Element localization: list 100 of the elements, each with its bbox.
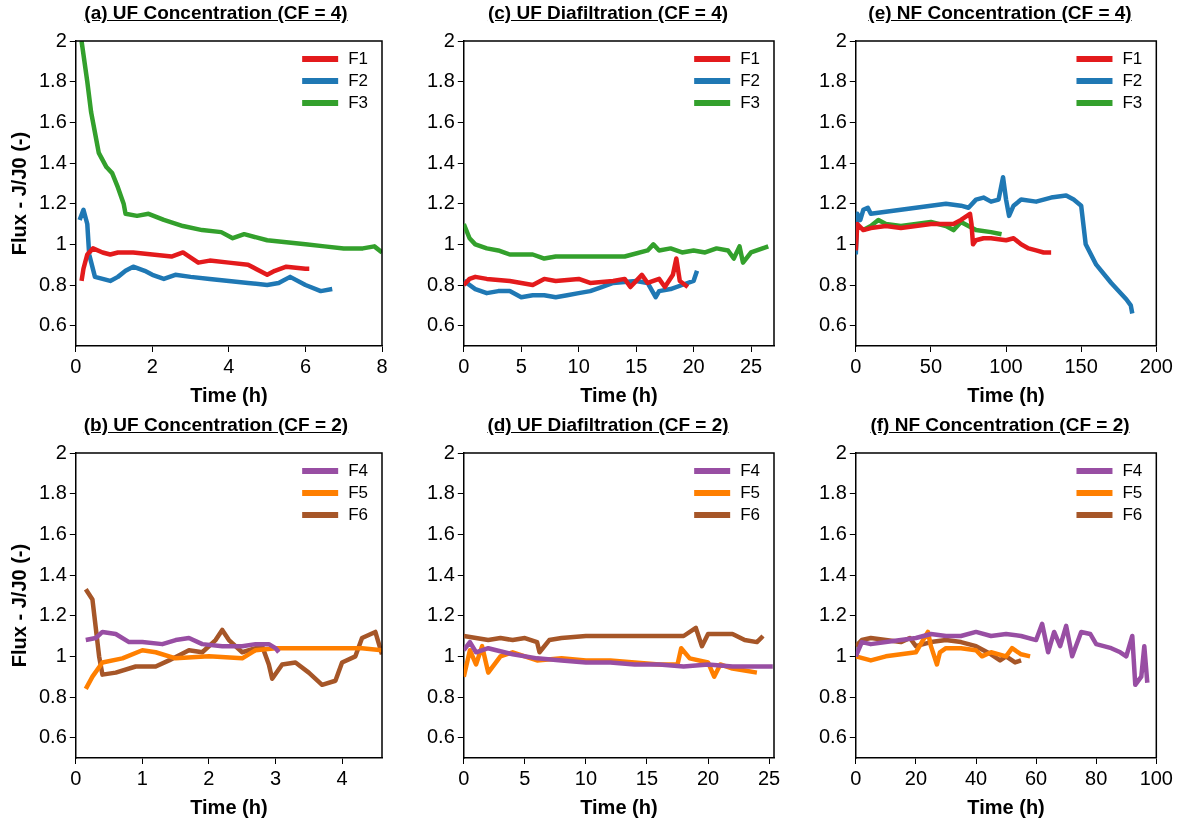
x-tick-label: 10	[567, 354, 590, 377]
x-tick-label: 0	[850, 766, 862, 789]
y-tick-label: 1.6	[38, 109, 67, 132]
y-tick-label: 1.6	[38, 521, 67, 544]
chart-title: (c) UF Diafiltration (CF = 4)	[486, 1, 730, 25]
x-tick-label: 1	[136, 766, 148, 789]
y-tick-label: 1	[835, 231, 847, 254]
y-tick-label: 2	[835, 440, 847, 463]
legend-label: F4	[740, 460, 760, 480]
x-tick-label: 4	[336, 766, 348, 789]
y-tick-label: 1.8	[426, 69, 455, 92]
legend-label: F1	[348, 48, 368, 68]
legend-label: F3	[740, 92, 760, 112]
legend-label: F6	[740, 504, 760, 524]
x-tick-label: 15	[635, 766, 659, 789]
x-tick-label: 3	[269, 766, 282, 789]
y-tick-label: 0.8	[38, 684, 67, 707]
y-axis-title: Flux - J/J0 (-)	[7, 131, 30, 256]
legend-label: F4	[348, 460, 368, 480]
y-tick-label: 1	[55, 231, 67, 254]
y-tick-label: 1	[55, 643, 67, 666]
x-tick-label: 0	[70, 354, 82, 377]
y-tick-label: 0.8	[426, 272, 455, 295]
x-axis-title: Time (h)	[967, 795, 1045, 818]
legend-label: F6	[348, 504, 368, 524]
x-tick-label: 8	[376, 354, 388, 377]
y-tick-label: 1	[443, 643, 455, 666]
y-tick-label: 1.2	[426, 603, 455, 626]
y-tick-label: 1.2	[426, 191, 455, 214]
y-tick-label: 1	[835, 643, 847, 666]
x-tick-label: 0	[458, 354, 470, 377]
y-tick-label: 1.4	[38, 150, 67, 173]
x-tick-label: 20	[682, 354, 705, 377]
y-axis-title: Flux - J/J0 (-)	[7, 543, 30, 668]
y-tick-label: 1.8	[818, 69, 847, 92]
x-tick-label: 25	[739, 354, 763, 377]
x-tick-label: 20	[904, 766, 928, 789]
y-tick-label: 0.6	[38, 313, 67, 336]
y-tick-label: 1.6	[818, 109, 847, 132]
y-tick-label: 1.2	[38, 603, 67, 626]
y-tick-label: 0.8	[426, 684, 455, 707]
legend-label: F6	[1122, 504, 1143, 524]
chart-title: (d) UF Diafiltration (CF = 2)	[486, 413, 730, 437]
y-tick-label: 2	[835, 28, 847, 51]
y-tick-label: 0.6	[426, 725, 455, 748]
legend-label: F2	[348, 70, 368, 90]
legend-label: F3	[348, 92, 368, 112]
y-tick-label: 1.4	[426, 562, 455, 585]
y-tick-label: 1.2	[818, 191, 847, 214]
y-tick-label: 0.6	[38, 725, 67, 748]
x-axis-title: Time (h)	[580, 383, 658, 406]
x-tick-label: 150	[1064, 354, 1098, 377]
x-tick-label: 0	[850, 354, 862, 377]
x-tick-label: 5	[515, 354, 527, 377]
y-tick-label: 1.8	[426, 481, 455, 504]
x-tick-label: 10	[574, 766, 598, 789]
x-tick-label: 5	[519, 766, 531, 789]
x-tick-label: 60	[1024, 766, 1048, 789]
x-tick-label: 2	[203, 766, 215, 789]
y-tick-label: 2	[55, 440, 67, 463]
legend-label: F5	[740, 482, 760, 502]
y-tick-label: 1.6	[426, 109, 455, 132]
legend-label: F1	[740, 48, 760, 68]
y-tick-label: 1.4	[818, 562, 847, 585]
x-tick-label: 4	[223, 354, 235, 377]
x-tick-label: 50	[919, 354, 943, 377]
y-tick-label: 0.8	[38, 272, 67, 295]
x-tick-label: 0	[70, 766, 82, 789]
y-tick-label: 0.6	[426, 313, 455, 336]
x-tick-label: 6	[299, 354, 312, 377]
x-axis-title: Time (h)	[190, 383, 268, 406]
legend-label: F2	[1122, 70, 1143, 90]
y-tick-label: 1.2	[38, 191, 67, 214]
chart-title: (e) NF Concentration (CF = 4)	[867, 1, 1133, 25]
y-tick-label: 1.8	[38, 69, 67, 92]
y-tick-label: 1	[443, 231, 455, 254]
x-axis-title: Time (h)	[190, 795, 268, 818]
y-tick-label: 1.6	[426, 521, 455, 544]
y-tick-label: 2	[443, 440, 455, 463]
x-axis-title: Time (h)	[967, 383, 1045, 406]
x-tick-label: 2	[146, 354, 158, 377]
x-tick-label: 0	[458, 766, 470, 789]
x-tick-label: 100	[989, 354, 1023, 377]
y-tick-label: 0.8	[818, 272, 847, 295]
x-tick-label: 80	[1085, 766, 1108, 789]
chart-title: (a) UF Concentration (CF = 4)	[83, 1, 349, 25]
x-tick-label: 20	[696, 766, 720, 789]
x-tick-label: 25	[757, 766, 781, 789]
chart-title: (f) NF Concentration (CF = 2)	[869, 413, 1131, 437]
legend-label: F3	[1122, 92, 1143, 112]
y-tick-label: 1.2	[818, 603, 847, 626]
legend-label: F5	[1122, 482, 1143, 502]
y-tick-label: 1.6	[818, 521, 847, 544]
y-tick-label: 1.4	[38, 562, 67, 585]
y-tick-label: 0.6	[818, 725, 847, 748]
x-tick-label: 40	[964, 766, 988, 789]
legend-label: F2	[740, 70, 760, 90]
y-tick-label: 2	[443, 28, 455, 51]
x-tick-label: 200	[1139, 354, 1173, 377]
x-tick-label: 100	[1139, 766, 1173, 789]
